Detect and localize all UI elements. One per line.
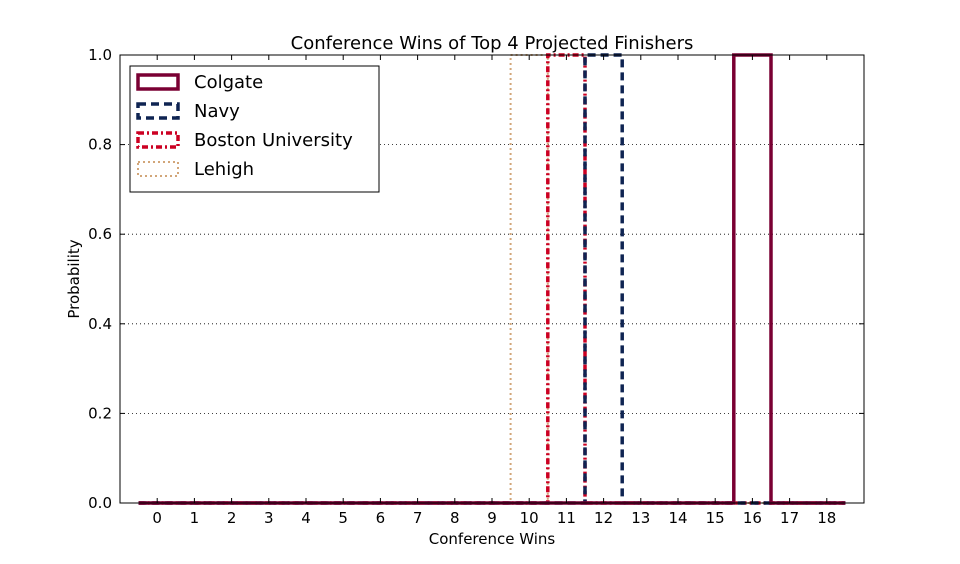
x-tick-label-7: 7: [413, 509, 423, 527]
y-tick-label-0: 0.0: [88, 494, 112, 512]
x-tick-label-2: 2: [227, 509, 237, 527]
x-tick-label-6: 6: [376, 509, 386, 527]
legend-label-lehigh: Lehigh: [194, 159, 254, 180]
x-tick-label-8: 8: [450, 509, 460, 527]
x-axis-label: Conference Wins: [429, 530, 556, 548]
y-axis-ticks: 0.0 0.2 0.4 0.6 0.8 1.0: [88, 46, 864, 512]
x-tick-label-3: 3: [264, 509, 274, 527]
x-tick-label-1: 1: [190, 509, 200, 527]
x-tick-label-10: 10: [520, 509, 539, 527]
x-tick-label-14: 14: [668, 509, 687, 527]
legend-box: [129, 65, 380, 193]
chart-title: Conference Wins of Top 4 Projected Finis…: [291, 33, 694, 54]
x-tick-label-15: 15: [706, 509, 725, 527]
legend-swatch-lehigh: [137, 161, 179, 177]
x-tick-label-13: 13: [631, 509, 650, 527]
y-tick-label-5: 1.0: [88, 46, 112, 64]
legend-label-boston-university: Boston University: [194, 130, 353, 151]
x-tick-label-16: 16: [743, 509, 762, 527]
y-axis-label: Probability: [65, 239, 83, 318]
x-tick-label-5: 5: [338, 509, 348, 527]
x-axis-ticks: 0 1 2 3 4 5 6 7 8 9 10 11 12 13 14 15 16 17 18: [152, 55, 836, 527]
y-tick-label-4: 0.8: [88, 136, 112, 154]
y-tick-label-3: 0.6: [88, 225, 112, 243]
legend-swatch-colgate: [136, 73, 180, 91]
x-tick-label-18: 18: [817, 509, 836, 527]
legend-label-colgate: Colgate: [194, 72, 263, 93]
x-tick-label-9: 9: [487, 509, 497, 527]
x-tick-label-17: 17: [780, 509, 799, 527]
x-tick-label-0: 0: [152, 509, 162, 527]
legend-swatch-navy: [136, 102, 180, 120]
x-tick-label-12: 12: [594, 509, 613, 527]
legend-swatch-boston-university: [136, 131, 180, 149]
x-tick-label-11: 11: [557, 509, 576, 527]
y-tick-label-2: 0.4: [88, 315, 112, 333]
legend: Colgate Navy Boston University Lehigh: [129, 65, 380, 193]
x-tick-label-4: 4: [301, 509, 311, 527]
legend-label-navy: Navy: [194, 101, 240, 122]
y-tick-label-1: 0.2: [88, 404, 112, 422]
